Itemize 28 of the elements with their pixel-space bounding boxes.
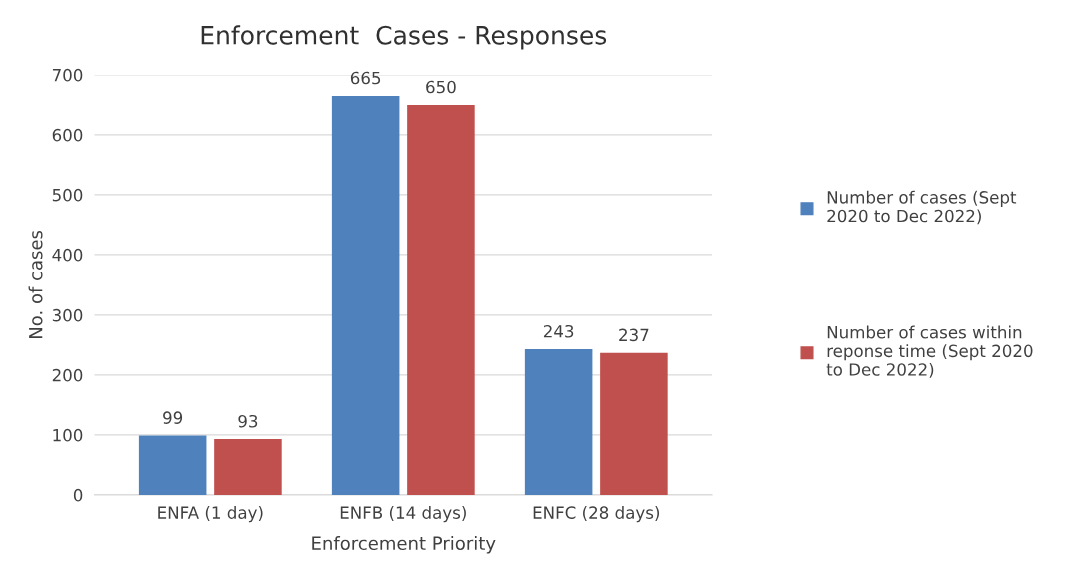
data-label: 93 [238,414,258,428]
legend-label: Number of cases within reponse time (Sept 2020 to Dec 2022) [826,325,1033,378]
bar [600,352,668,495]
y-tick-label: 300 [52,308,83,322]
y-tick-label: 0 [73,488,83,502]
bar [407,104,475,495]
x-axis-title: Enforcement Priority [312,536,496,554]
chart-title: Enforcement Cases - Responses [201,25,607,50]
y-tick-label: 100 [53,428,83,442]
y-tick-label: 600 [52,128,83,142]
bar [331,95,400,495]
data-label: 99 [163,411,183,424]
y-tick-label: 200 [52,368,83,382]
legend-label: Number of cases (Sept 2020 to Dec 2022) [827,190,1017,225]
x-tick-label: ENFB (14 days) [340,506,466,523]
y-tick-label: 500 [52,188,83,202]
bar [138,435,207,495]
x-tick-label: ENFA (1 day) [158,506,263,523]
x-tick-label: ENFC (28 days) [533,506,660,523]
y-tick-label: 400 [52,248,83,262]
data-label: 237 [619,328,649,342]
bar [524,349,593,495]
data-label: 650 [426,80,456,94]
y-axis-title: No. of cases [28,230,43,339]
y-tick-label: 700 [52,68,83,82]
data-label: 665 [350,71,381,85]
bar [214,439,282,495]
data-label: 243 [543,324,574,338]
